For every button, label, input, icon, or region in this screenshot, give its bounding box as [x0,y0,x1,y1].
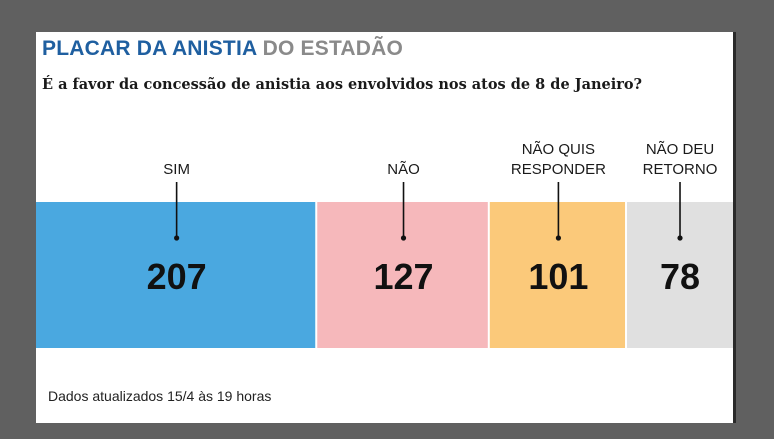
chart-title: PLACAR DA ANISTIA DO ESTADÃO [42,37,403,61]
title-main: PLACAR DA ANISTIA [42,37,257,60]
poll-card: PLACAR DA ANISTIA DO ESTADÃO É a favor d… [36,32,736,423]
leader-dot-sim [174,235,180,241]
leader-dot-nao-deu-retorno [677,235,683,241]
bar-segment-nao [317,202,488,348]
poll-question: É a favor da concessão de anistia aos en… [42,76,643,93]
value-label-nao-quis-responder: 101 [528,256,588,297]
title-source: DO ESTADÃO [262,37,404,60]
leader-dot-nao [400,235,407,241]
value-label-nao: 127 [373,256,433,297]
category-label-sim: SIM [163,161,190,178]
update-note: Dados atualizados 15/4 às 19 horas [48,388,272,404]
stacked-bar-chart: SIM 207 NÃO 127 NÃO QUIS RESPONDER 101 NÃO DEU R… [36,141,733,348]
bar-segment-nao-quis-responder [489,202,626,348]
bar-segment-sim [36,202,316,348]
category-label-nao-deu-retorno: NÃO DEU RETORNO [643,141,718,178]
leader-dot-nao-quis-responder [555,235,562,241]
value-label-nao-deu-retorno: 78 [660,256,700,297]
category-label-nao: NÃO [387,161,420,178]
value-label-sim: 207 [147,256,207,297]
category-label-nao-quis-responder: NÃO QUIS RESPONDER [511,141,606,178]
